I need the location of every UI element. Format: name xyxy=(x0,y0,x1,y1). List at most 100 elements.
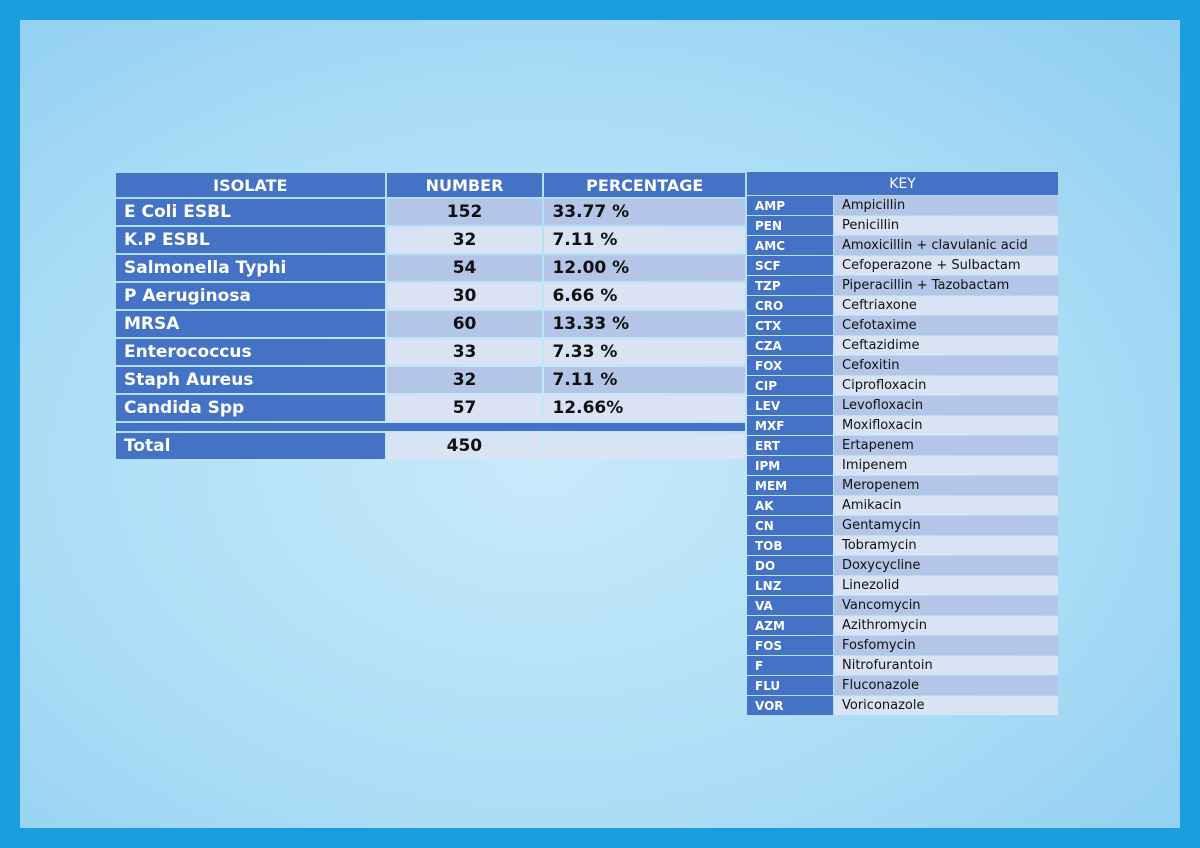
isolate-row: Enterococcus 33 7.33 % xyxy=(116,339,745,365)
isolate-name: Enterococcus xyxy=(116,339,385,365)
header-row: ISOLATE NUMBER PERCENTAGE xyxy=(116,173,745,197)
isolate-percentage: 6.66 % xyxy=(544,283,745,309)
key-name: Ceftazidime xyxy=(834,336,1058,355)
key-name: Voriconazole xyxy=(834,696,1058,715)
key-code: FLU xyxy=(747,676,833,695)
key-row: MXF Moxifloxacin xyxy=(747,416,1058,435)
key-name: Cefoperazone + Sulbactam xyxy=(834,256,1058,275)
isolate-row: Staph Aureus 32 7.11 % xyxy=(116,367,745,393)
isolate-percentage: 13.33 % xyxy=(544,311,745,337)
key-name: Vancomycin xyxy=(834,596,1058,615)
key-code: AK xyxy=(747,496,833,515)
key-row: LEV Levofloxacin xyxy=(747,396,1058,415)
isolate-percentage: 12.66% xyxy=(544,395,745,421)
key-header: KEY xyxy=(747,172,1058,195)
key-header-row: KEY xyxy=(747,172,1058,195)
key-name: Ampicillin xyxy=(834,196,1058,215)
key-row: PEN Penicillin xyxy=(747,216,1058,235)
key-row: FLU Fluconazole xyxy=(747,676,1058,695)
key-row: IPM Imipenem xyxy=(747,456,1058,475)
isolate-name: K.P ESBL xyxy=(116,227,385,253)
key-row: CIP Ciprofloxacin xyxy=(747,376,1058,395)
key-code: CZA xyxy=(747,336,833,355)
key-code: SCF xyxy=(747,256,833,275)
key-name: Imipenem xyxy=(834,456,1058,475)
isolate-percentage: 7.11 % xyxy=(544,367,745,393)
total-empty xyxy=(544,433,745,459)
spacer-row xyxy=(116,423,745,431)
key-code: CTX xyxy=(747,316,833,335)
column-header: PERCENTAGE xyxy=(544,173,745,197)
key-code: VA xyxy=(747,596,833,615)
key-name: Azithromycin xyxy=(834,616,1058,635)
isolate-name: MRSA xyxy=(116,311,385,337)
isolate-number: 30 xyxy=(386,283,543,309)
isolate-row: Salmonella Typhi 54 12.00 % xyxy=(116,255,745,281)
key-name: Tobramycin xyxy=(834,536,1058,555)
key-row: SCF Cefoperazone + Sulbactam xyxy=(747,256,1058,275)
key-name: Moxifloxacin xyxy=(834,416,1058,435)
key-row: F Nitrofurantoin xyxy=(747,656,1058,675)
key-name: Meropenem xyxy=(834,476,1058,495)
key-name: Penicillin xyxy=(834,216,1058,235)
key-code: AMC xyxy=(747,236,833,255)
isolate-number: 60 xyxy=(386,311,543,337)
total-row: Total 450 xyxy=(116,433,745,459)
key-name: Fluconazole xyxy=(834,676,1058,695)
isolate-table: ISOLATE NUMBER PERCENTAGE E Coli ESBL 152 33.… xyxy=(114,171,747,461)
isolate-number: 57 xyxy=(386,395,543,421)
key-row: VA Vancomycin xyxy=(747,596,1058,615)
key-row: FOS Fosfomycin xyxy=(747,636,1058,655)
isolate-percentage: 7.11 % xyxy=(544,227,745,253)
isolate-row: K.P ESBL 32 7.11 % xyxy=(116,227,745,253)
key-name: Levofloxacin xyxy=(834,396,1058,415)
key-row: AMP Ampicillin xyxy=(747,196,1058,215)
key-code: F xyxy=(747,656,833,675)
total-number: 450 xyxy=(386,433,543,459)
key-code: DO xyxy=(747,556,833,575)
key-code: MXF xyxy=(747,416,833,435)
key-code: VOR xyxy=(747,696,833,715)
key-code: FOX xyxy=(747,356,833,375)
key-code: CN xyxy=(747,516,833,535)
isolate-name: Staph Aureus xyxy=(116,367,385,393)
key-name: Nitrofurantoin xyxy=(834,656,1058,675)
key-code: LEV xyxy=(747,396,833,415)
isolate-percentage: 12.00 % xyxy=(544,255,745,281)
isolate-row: P Aeruginosa 30 6.66 % xyxy=(116,283,745,309)
spacer xyxy=(116,423,745,431)
key-row: LNZ Linezolid xyxy=(747,576,1058,595)
key-row: VOR Voriconazole xyxy=(747,696,1058,715)
key-name: Amikacin xyxy=(834,496,1058,515)
key-name: Fosfomycin xyxy=(834,636,1058,655)
key-row: CTX Cefotaxime xyxy=(747,316,1058,335)
isolate-row: Candida Spp 57 12.66% xyxy=(116,395,745,421)
total-label: Total xyxy=(116,433,385,459)
column-header: NUMBER xyxy=(386,173,543,197)
isolate-row: E Coli ESBL 152 33.77 % xyxy=(116,199,745,225)
isolate-row: MRSA 60 13.33 % xyxy=(116,311,745,337)
isolate-percentage: 33.77 % xyxy=(544,199,745,225)
key-name: Ertapenem xyxy=(834,436,1058,455)
key-name: Ciprofloxacin xyxy=(834,376,1058,395)
key-row: AMC Amoxicillin + clavulanic acid xyxy=(747,236,1058,255)
key-row: AK Amikacin xyxy=(747,496,1058,515)
key-row: DO Doxycycline xyxy=(747,556,1058,575)
isolate-name: Candida Spp xyxy=(116,395,385,421)
key-code: CIP xyxy=(747,376,833,395)
isolate-number: 33 xyxy=(386,339,543,365)
isolate-name: P Aeruginosa xyxy=(116,283,385,309)
key-row: ERT Ertapenem xyxy=(747,436,1058,455)
key-row: CN Gentamycin xyxy=(747,516,1058,535)
isolate-number: 32 xyxy=(386,227,543,253)
key-code: ERT xyxy=(747,436,833,455)
key-row: AZM Azithromycin xyxy=(747,616,1058,635)
key-row: TZP Piperacillin + Tazobactam xyxy=(747,276,1058,295)
column-header: ISOLATE xyxy=(116,173,385,197)
key-code: TOB xyxy=(747,536,833,555)
isolate-percentage: 7.33 % xyxy=(544,339,745,365)
isolate-name: Salmonella Typhi xyxy=(116,255,385,281)
key-code: FOS xyxy=(747,636,833,655)
key-row: MEM Meropenem xyxy=(747,476,1058,495)
